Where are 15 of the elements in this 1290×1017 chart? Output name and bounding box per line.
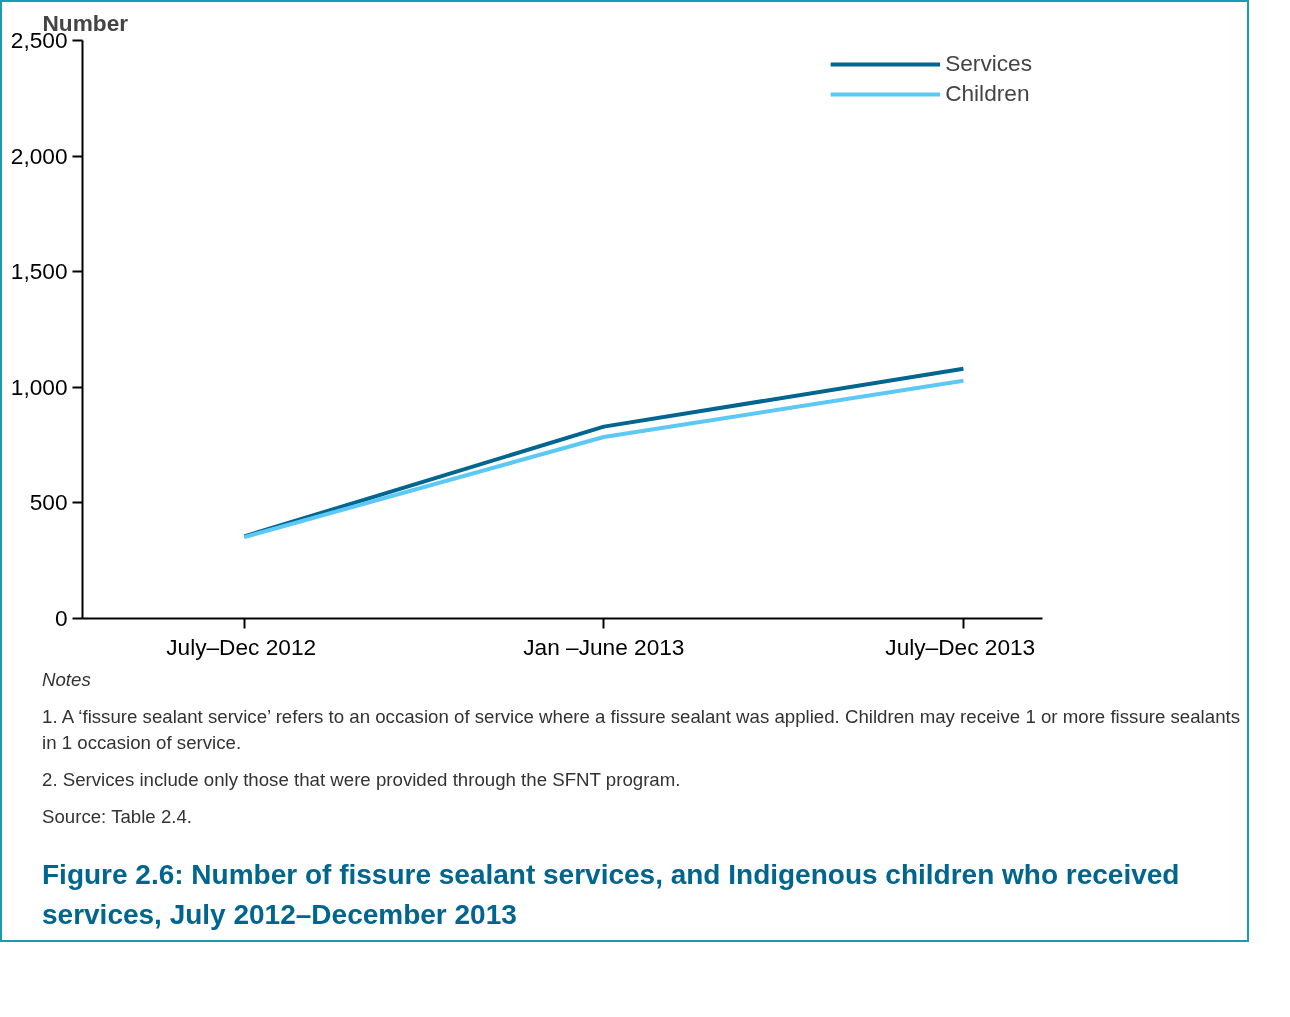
y-tick-label: 500	[29, 489, 68, 516]
y-tick-label: 1,500	[10, 258, 68, 285]
x-tick-label: Jan –June 2013	[523, 633, 685, 660]
x-tick-label: July–Dec 2012	[166, 633, 317, 660]
x-tick-label: July–Dec 2013	[885, 633, 1036, 660]
text: Notes	[42, 668, 91, 692]
text: 1. A ‘fissure sealant service’ refers to an occasion of service where a fissure sealant was applied. Children may receive 1 or more fissure sealants in 1 occasion of service.	[42, 704, 1242, 756]
text: 2. Services include only those that were provided through the SFNT program.	[42, 768, 681, 792]
y-tick-label: 1,000	[10, 373, 68, 400]
y-tick-label: 2,000	[10, 142, 68, 169]
legend-label: Children	[945, 80, 1030, 107]
source-note: Source: Table 2.4.	[42, 804, 193, 829]
text: Figure 2.6: Number of fissure sealant services, and Indigenous children who received services, July 2012–December 2013	[42, 858, 1181, 933]
legend-label: Services	[945, 50, 1032, 77]
y-tick-label: 0	[54, 605, 68, 631]
